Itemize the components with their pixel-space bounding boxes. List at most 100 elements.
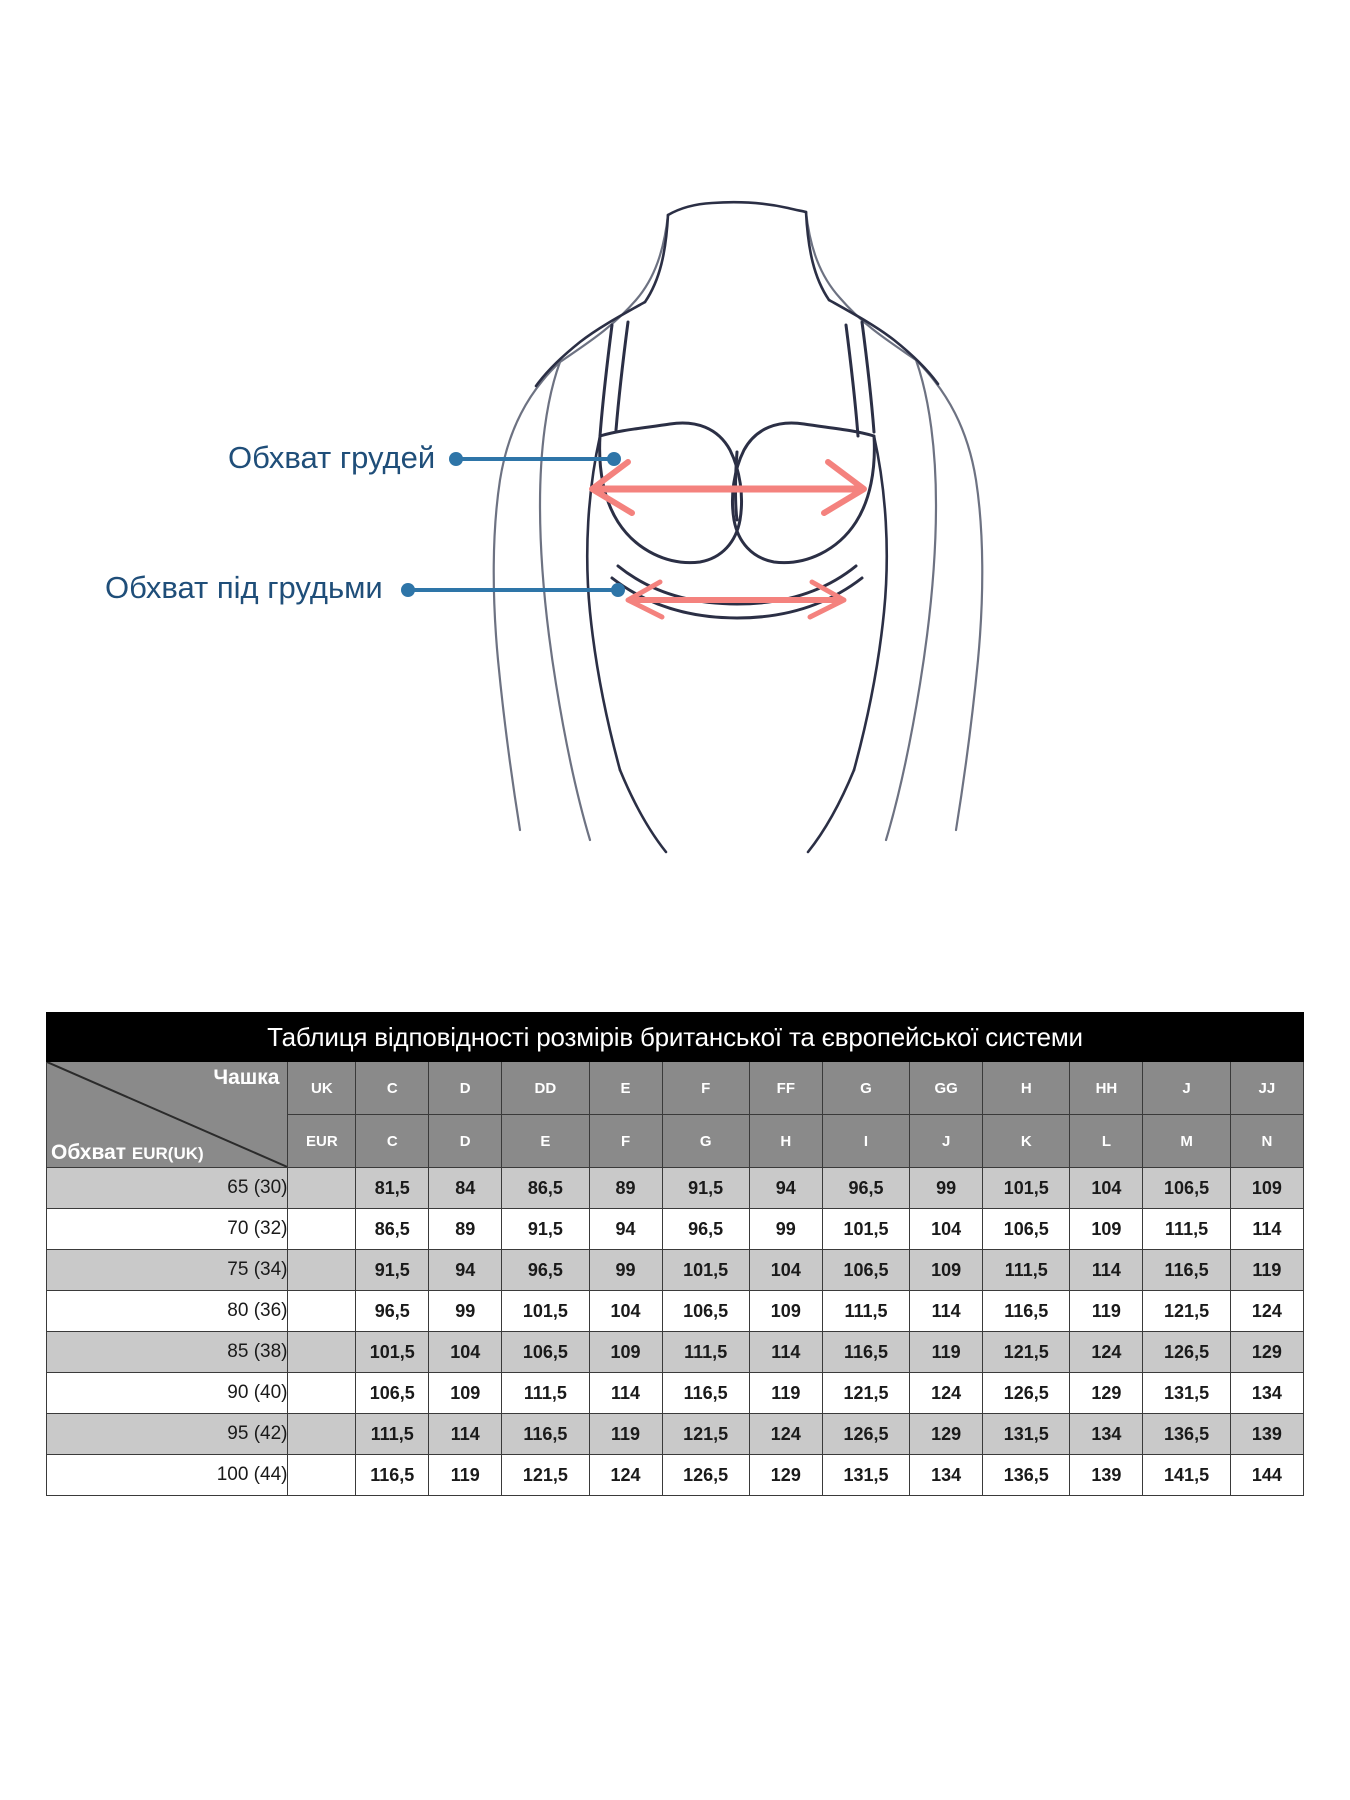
header-eur-cup-8: K [982,1114,1071,1168]
female-torso-drawing [401,200,984,854]
measurement-cell: 124 [748,1413,823,1455]
measurement-cell: 109 [1229,1167,1305,1209]
measurement-cell: 126,5 [661,1454,750,1496]
measurement-cell: 119 [1069,1290,1144,1332]
header-eur-cup-0: C [355,1114,430,1168]
header-uk-cup-9: HH [1069,1061,1144,1115]
measurement-cell: 86,5 [501,1167,590,1209]
measurement-cell: 111,5 [355,1413,430,1455]
bust-measure-arrow [589,459,867,516]
measurement-cell: 139 [1229,1413,1305,1455]
measurement-cell: 139 [1069,1454,1144,1496]
header-uk-cup-11: JJ [1229,1061,1305,1115]
shoulder-contour [534,200,940,388]
measurement-cell: 89 [428,1208,503,1250]
measurement-cell: 109 [909,1249,984,1291]
header-eur-cup-3: F [588,1114,663,1168]
row-system-spacer [287,1454,357,1496]
measurement-cell: 129 [1229,1331,1305,1373]
measurement-cell: 106,5 [661,1290,750,1332]
measurement-cell: 86,5 [355,1208,430,1250]
measurement-cell: 126,5 [982,1372,1071,1414]
header-eur-cup-2: E [501,1114,590,1168]
measurement-cell: 99 [909,1167,984,1209]
measurement-cell: 119 [748,1372,823,1414]
underbust-measure-arrow [625,579,847,620]
size-table-body: 65 (30) 81,5 84 86,5 89 91,5 94 96,5 99 101,5 104 1… [45,1167,1305,1496]
measurement-cell: 101,5 [661,1249,750,1291]
measurement-cell: 101,5 [355,1331,430,1373]
measurement-cell: 94 [428,1249,503,1291]
measurement-cell: 124 [588,1454,663,1496]
measurement-cell: 109 [748,1290,823,1332]
corner-band-label-main: Обхват [51,1141,132,1164]
row-system-spacer [287,1290,357,1332]
measurement-cell: 131,5 [821,1454,911,1496]
table-row: 65 (30) 81,5 84 86,5 89 91,5 94 96,5 99 101,5 104 1… [45,1167,1305,1209]
measurement-cell: 101,5 [982,1167,1071,1209]
header-uk-cup-7: GG [909,1061,984,1115]
diagonal-divider-icon [47,1062,287,1167]
header-uk-cup-0: C [355,1061,430,1115]
measurement-cell: 106,5 [1142,1167,1231,1209]
measurement-cell: 96,5 [661,1208,750,1250]
header-uk-cup-1: D [428,1061,503,1115]
measurement-cell: 144 [1229,1454,1305,1496]
measurement-cell: 104 [1069,1167,1144,1209]
measurement-cell: 109 [588,1331,663,1373]
row-system-spacer [287,1249,357,1291]
measurement-cell: 121,5 [661,1413,750,1455]
header-eur-cup-4: G [661,1114,750,1168]
torso-waist-outline [585,434,889,854]
table-row: 85 (38) 101,5 104 106,5 109 111,5 114 116,5 119 1… [45,1331,1305,1373]
measurement-cell: 136,5 [982,1454,1071,1496]
measurement-cell: 106,5 [355,1372,430,1414]
measurement-cell: 114 [1069,1249,1144,1291]
measurement-cell: 134 [1229,1372,1305,1414]
measurement-cell: 104 [428,1331,503,1373]
measurement-cell: 106,5 [982,1208,1071,1250]
measurement-illustration: Обхват грудей Обхват під грудьми [0,0,1350,880]
measurement-cell: 109 [1069,1208,1144,1250]
header-uk-cup-10: J [1142,1061,1231,1115]
measurement-cell: 129 [748,1454,823,1496]
measurement-cell: 101,5 [501,1290,590,1332]
measurement-cell: 129 [1069,1372,1144,1414]
measurement-cell: 91,5 [501,1208,590,1250]
measurement-cell: 116,5 [821,1331,911,1373]
measurement-cell: 111,5 [661,1331,750,1373]
measurement-cell: 111,5 [1142,1208,1231,1250]
header-eur-cup-9: L [1069,1114,1144,1168]
header-uk-cup-6: G [821,1061,911,1115]
measurement-cell: 109 [428,1372,503,1414]
row-band-label: 90 (40) [45,1372,289,1414]
measurement-cell: 114 [428,1413,503,1455]
table-row: 100 (44) 116,5 119 121,5 124 126,5 129 131,5 134… [45,1454,1305,1496]
measurement-cell: 126,5 [1142,1331,1231,1373]
measurement-cell: 99 [428,1290,503,1332]
measurement-cell: 121,5 [821,1372,911,1414]
measurement-cell: 91,5 [661,1167,750,1209]
measurement-cell: 106,5 [501,1331,590,1373]
measurement-cell: 116,5 [355,1454,430,1496]
measurement-cell: 116,5 [501,1413,590,1455]
measurement-cell: 126,5 [821,1413,911,1455]
table-row: 80 (36) 96,5 99 101,5 104 106,5 109 111,5 114 116… [45,1290,1305,1332]
table-row: 90 (40) 106,5 109 111,5 114 116,5 119 121,5 124 1… [45,1372,1305,1414]
corner-band-label-units: EUR(UK) [131,1144,204,1163]
row-band-label: 70 (32) [45,1208,289,1250]
measurement-cell: 121,5 [501,1454,590,1496]
measurement-cell: 116,5 [982,1290,1071,1332]
measurement-cell: 111,5 [501,1372,590,1414]
measurement-cell: 131,5 [1142,1372,1231,1414]
measurement-cell: 119 [909,1331,984,1373]
header-eur-cup-6: I [821,1114,911,1168]
row-band-label: 85 (38) [45,1331,289,1373]
table-row: 70 (32) 86,5 89 91,5 94 96,5 99 101,5 104 106,5 10… [45,1208,1305,1250]
measurement-cell: 94 [588,1208,663,1250]
header-eur-cup-7: J [909,1114,984,1168]
measurement-cell: 96,5 [821,1167,911,1209]
measurement-cell: 119 [1229,1249,1305,1291]
measurement-cell: 111,5 [982,1249,1071,1291]
measurement-cell: 106,5 [821,1249,911,1291]
